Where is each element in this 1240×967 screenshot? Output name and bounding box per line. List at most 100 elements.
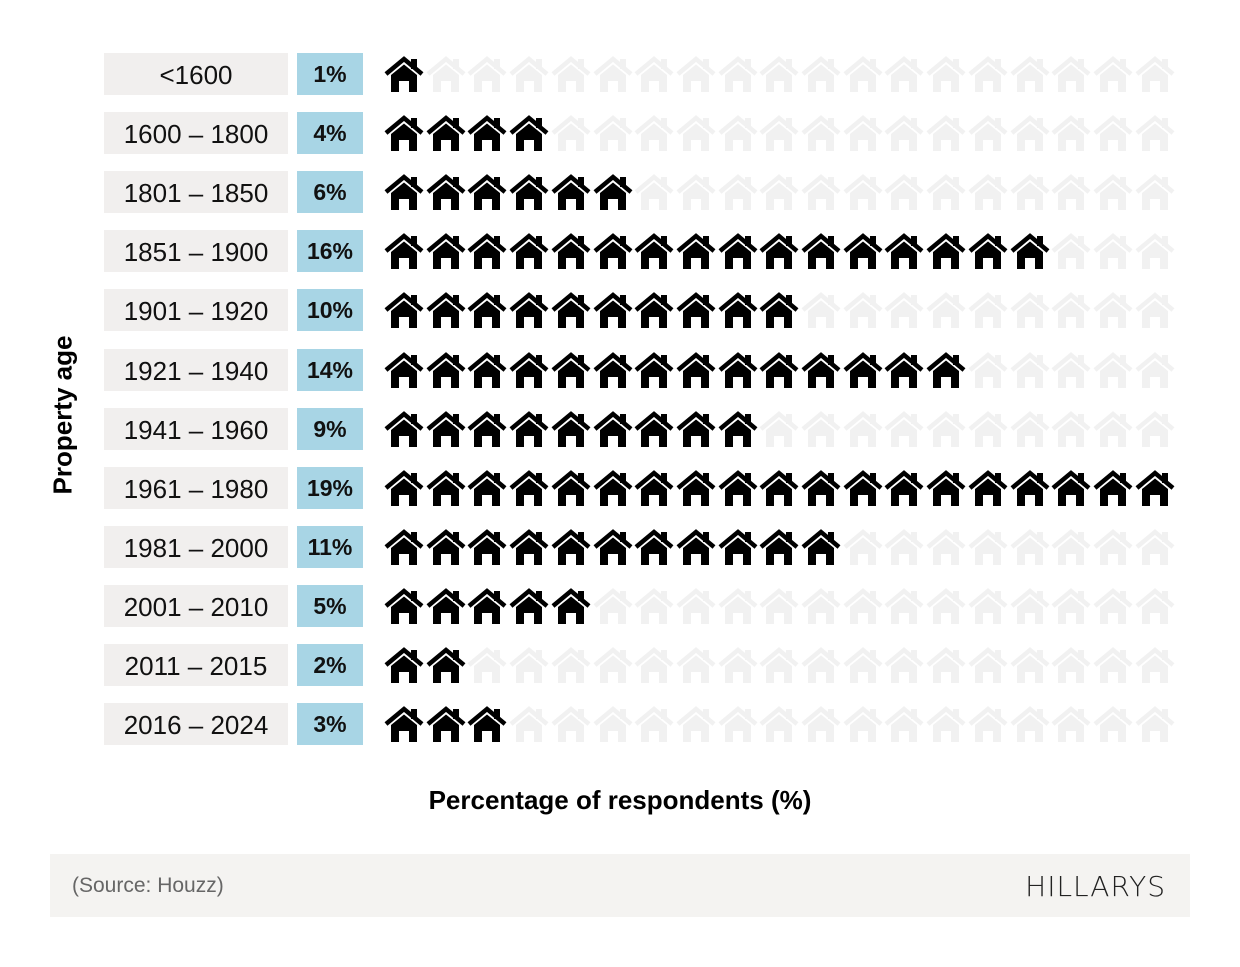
house-icon-filled xyxy=(1010,469,1049,506)
house-icon-filled xyxy=(718,292,758,329)
house-icon-empty xyxy=(1051,410,1091,447)
house-icon-empty xyxy=(1010,351,1049,388)
house-icon-empty xyxy=(926,528,966,565)
value-label: 14% xyxy=(297,348,363,391)
house-icon-filled xyxy=(759,351,799,388)
house-icon-filled xyxy=(884,233,924,270)
house-icon-filled xyxy=(467,587,507,624)
house-icon-filled xyxy=(843,351,883,388)
house-icon-empty xyxy=(884,587,924,624)
category-label: 2001 – 2010 xyxy=(104,584,288,627)
house-icon-filled xyxy=(467,292,507,329)
house-icon-empty xyxy=(1051,56,1091,92)
house-icon-filled xyxy=(384,410,424,447)
chart-row: 1961 – 1980 19% xyxy=(104,466,1184,509)
house-icon-empty xyxy=(718,56,758,92)
house-icon-filled xyxy=(384,587,424,624)
house-icon-filled xyxy=(1135,469,1175,506)
house-icon-empty xyxy=(634,587,674,624)
house-icon-filled xyxy=(718,528,758,565)
house-icon-empty xyxy=(1010,115,1049,152)
house-icon-filled xyxy=(384,647,424,683)
house-icon-empty xyxy=(1093,647,1133,683)
house-icon-filled xyxy=(634,351,674,388)
house-icon-filled xyxy=(593,174,632,211)
house-icon-empty xyxy=(1135,56,1175,92)
house-icon-filled xyxy=(759,469,799,506)
house-icon-empty xyxy=(968,410,1008,447)
house-icon-empty xyxy=(759,115,799,152)
house-icon-empty xyxy=(1051,528,1091,565)
house-icon-empty xyxy=(509,706,549,743)
house-icon-empty xyxy=(1010,647,1049,683)
house-icon-filled xyxy=(884,469,924,506)
chart-row: 1941 – 1960 9% xyxy=(104,407,1184,450)
house-icon-empty xyxy=(718,706,758,743)
value-label: 5% xyxy=(297,584,363,627)
house-icon-empty xyxy=(968,528,1008,565)
house-icon-filled xyxy=(676,410,716,447)
house-icon-filled xyxy=(551,351,591,388)
house-icon-filled xyxy=(551,233,591,270)
house-icon-filled xyxy=(467,706,507,743)
house-icon-filled xyxy=(509,115,549,152)
house-icon-empty xyxy=(634,115,674,152)
house-icon-filled xyxy=(759,528,799,565)
house-icon-empty xyxy=(926,587,966,624)
house-icon-empty xyxy=(1010,410,1049,447)
chart-row: 2011 – 2015 2% xyxy=(104,644,1184,686)
house-icon-empty xyxy=(801,56,841,92)
house-icon-empty xyxy=(801,647,841,683)
chart-row: 2016 – 2024 3% xyxy=(104,703,1184,746)
chart-row: 2001 – 2010 5% xyxy=(104,584,1184,627)
value-label: 3% xyxy=(297,703,363,746)
house-icon-empty xyxy=(968,706,1008,743)
value-label: 1% xyxy=(297,53,363,95)
house-icon-filled xyxy=(426,706,466,743)
house-icon-filled xyxy=(634,410,674,447)
house-icon-empty xyxy=(718,174,758,211)
house-icon-empty xyxy=(801,410,841,447)
house-icon-filled xyxy=(509,410,549,447)
house-icon-empty xyxy=(759,410,799,447)
house-icon-filled xyxy=(593,528,632,565)
house-icon-filled xyxy=(676,351,716,388)
house-icon-filled xyxy=(467,351,507,388)
house-icon-empty xyxy=(968,292,1008,329)
house-icon-empty xyxy=(884,56,924,92)
house-icon-filled xyxy=(718,233,758,270)
hillarys-logo: HILLARYS xyxy=(1025,870,1166,903)
house-icon-filled xyxy=(384,706,424,743)
house-icon-filled xyxy=(843,469,883,506)
house-icon-filled xyxy=(759,233,799,270)
category-label: 1921 – 1940 xyxy=(104,348,288,391)
house-icon-filled xyxy=(551,528,591,565)
house-icon-filled xyxy=(467,174,507,211)
house-icon-filled xyxy=(384,174,424,211)
house-icon-filled xyxy=(426,233,466,270)
house-icon-empty xyxy=(884,174,924,211)
house-icon-empty xyxy=(551,647,591,683)
house-icon-empty xyxy=(593,56,632,92)
house-icon-empty xyxy=(718,587,758,624)
house-icon-filled xyxy=(509,587,549,624)
house-icon-empty xyxy=(843,706,883,743)
house-icon-filled xyxy=(801,233,841,270)
house-icon-empty xyxy=(1093,587,1133,624)
house-icon-empty xyxy=(676,647,716,683)
house-icon-filled xyxy=(801,351,841,388)
house-icon-empty xyxy=(1051,587,1091,624)
house-icon-empty xyxy=(593,706,632,743)
house-icon-filled xyxy=(634,528,674,565)
house-icon-empty xyxy=(1093,56,1133,92)
house-icon-empty xyxy=(759,706,799,743)
category-label: 2011 – 2015 xyxy=(104,644,288,686)
house-icon-empty xyxy=(551,115,591,152)
house-icon-empty xyxy=(926,174,966,211)
chart-row: 1901 – 1920 10% xyxy=(104,289,1184,332)
house-icon-filled xyxy=(926,233,966,270)
house-icon-filled xyxy=(634,292,674,329)
value-label: 10% xyxy=(297,289,363,332)
house-icon-filled xyxy=(467,528,507,565)
house-icon-empty xyxy=(1051,115,1091,152)
